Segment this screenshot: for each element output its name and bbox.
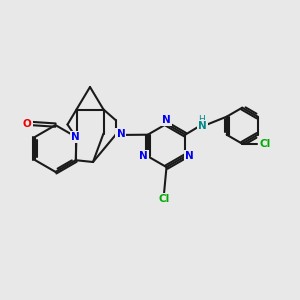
- Text: N: N: [139, 151, 148, 161]
- Text: N: N: [185, 151, 194, 161]
- Text: N: N: [162, 115, 171, 125]
- Text: Cl: Cl: [259, 139, 270, 149]
- Text: H: H: [198, 115, 205, 124]
- Text: Cl: Cl: [158, 194, 170, 204]
- Text: N: N: [198, 121, 207, 131]
- Text: N: N: [116, 129, 125, 140]
- Text: N: N: [71, 132, 80, 142]
- Text: O: O: [22, 118, 32, 129]
